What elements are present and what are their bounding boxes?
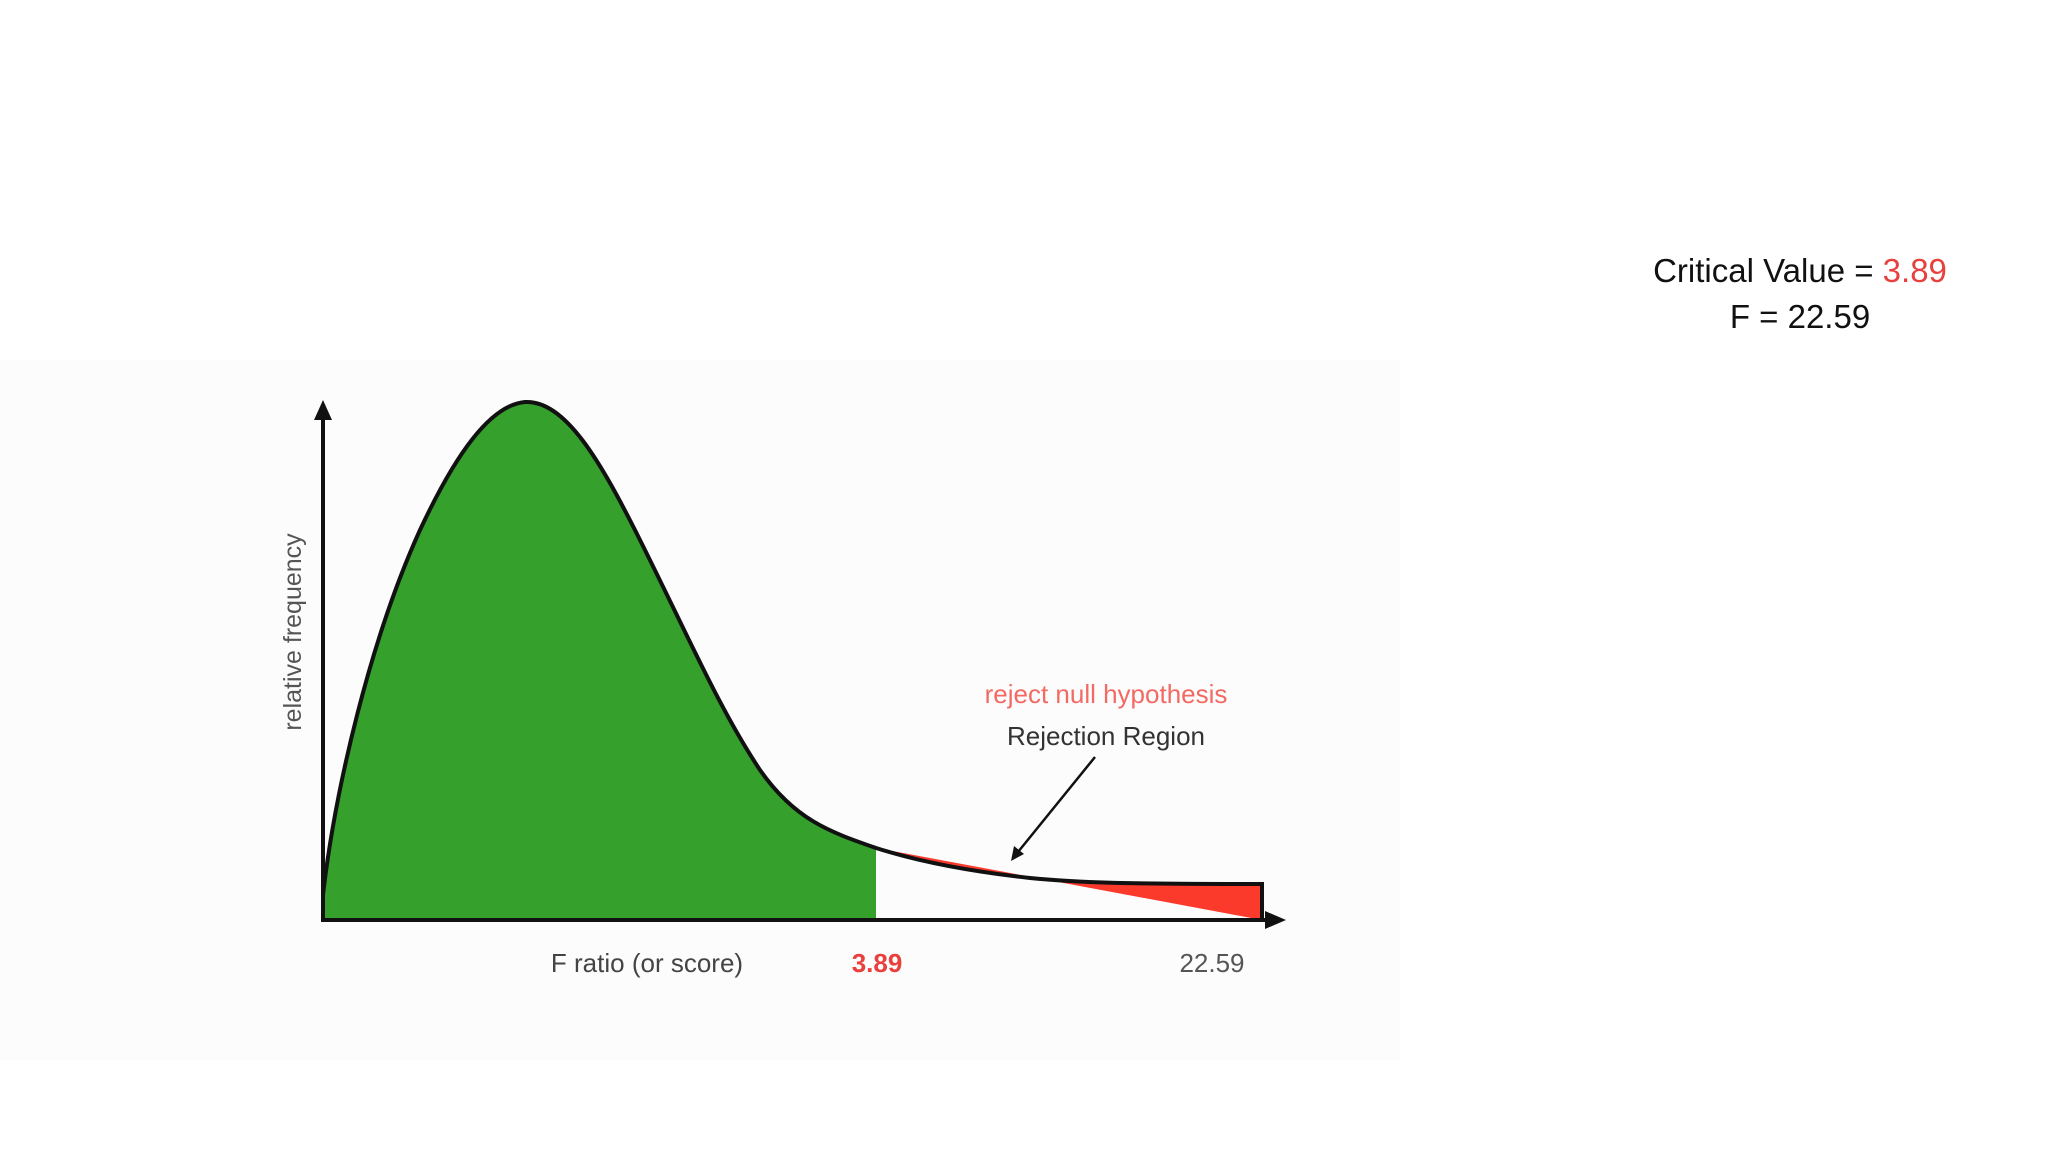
rejection-region-pointer xyxy=(1017,756,1096,853)
f-value-line: F = 22.59 xyxy=(1600,294,2000,340)
acceptance-region xyxy=(323,401,876,921)
critical-value-label: Critical Value = xyxy=(1653,252,1883,289)
rejection-region xyxy=(876,848,1262,920)
f-value: 22.59 xyxy=(1787,298,1871,335)
critical-value: 3.89 xyxy=(1882,252,1947,289)
x-axis-label: F ratio (or score) xyxy=(551,948,743,978)
critical-value-line: Critical Value = 3.89 xyxy=(1600,248,2000,294)
f-tick-label: 22.59 xyxy=(1179,948,1244,978)
results-summary: Critical Value = 3.89 F = 22.59 xyxy=(1600,248,2000,340)
y-axis-label: relative frequency xyxy=(279,533,307,731)
critical-tick-label: 3.89 xyxy=(852,948,903,978)
distribution-curve xyxy=(321,399,1264,922)
x-axis-arrow xyxy=(1265,911,1286,929)
f-value-label: F = xyxy=(1729,298,1788,335)
y-axis-arrow xyxy=(314,400,332,420)
rejection-region-annotation: Rejection Region xyxy=(1007,721,1205,751)
rejection-region-pointer-head xyxy=(1011,846,1024,861)
reject-null-annotation: reject null hypothesis xyxy=(985,679,1228,709)
